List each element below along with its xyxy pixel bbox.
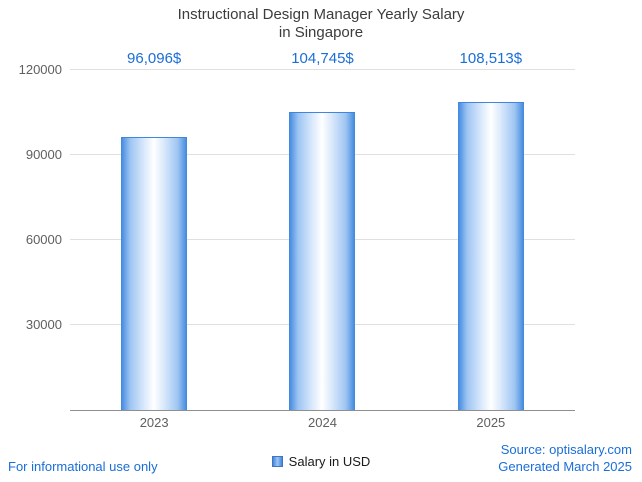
bar-slot [238, 70, 406, 410]
bar-value-label: 104,745$ [291, 50, 354, 67]
source-block: Source: optisalary.com Generated March 2… [498, 441, 632, 476]
bar-value-label: 96,096$ [127, 50, 182, 67]
bar-value-label: 108,513$ [459, 50, 523, 67]
legend-label: Salary in USD [288, 454, 371, 469]
value-label-row: 96,096$ 104,745$ 108,513$ [70, 50, 575, 70]
bar-2025 [457, 101, 524, 410]
disclaimer-text: For informational use only [8, 459, 158, 474]
source-link[interactable]: Source: optisalary.com [500, 441, 632, 457]
x-tick-label: 2024 [308, 415, 337, 430]
y-tick-label: 30000 [25, 317, 62, 332]
gridline [70, 69, 575, 70]
legend: Salary in USD [0, 454, 642, 469]
bar-group [70, 70, 575, 410]
bar-slot [407, 70, 575, 410]
y-tick-label: 90000 [25, 147, 62, 162]
y-axis-labels: 30000 60000 90000 120000 [0, 62, 62, 410]
chart-title: Instructional Design Manager Yearly Sala… [0, 6, 642, 42]
generated-date: Generated March 2025 [498, 459, 632, 475]
x-tick-label: 2023 [139, 415, 169, 430]
x-axis-labels: 2023 2024 2025 [70, 415, 575, 433]
chart-title-line2: in Singapore [278, 24, 364, 41]
legend-swatch-icon [271, 456, 283, 467]
bar-2024 [289, 112, 356, 410]
plot-area [70, 69, 575, 411]
y-tick-label: 60000 [25, 232, 62, 247]
bar-2023 [121, 136, 188, 410]
x-tick-label: 2025 [476, 415, 506, 430]
y-tick-label: 120000 [18, 62, 62, 77]
chart-title-line1: Instructional Design Manager Yearly Sala… [177, 6, 465, 23]
bar-slot [70, 70, 238, 410]
